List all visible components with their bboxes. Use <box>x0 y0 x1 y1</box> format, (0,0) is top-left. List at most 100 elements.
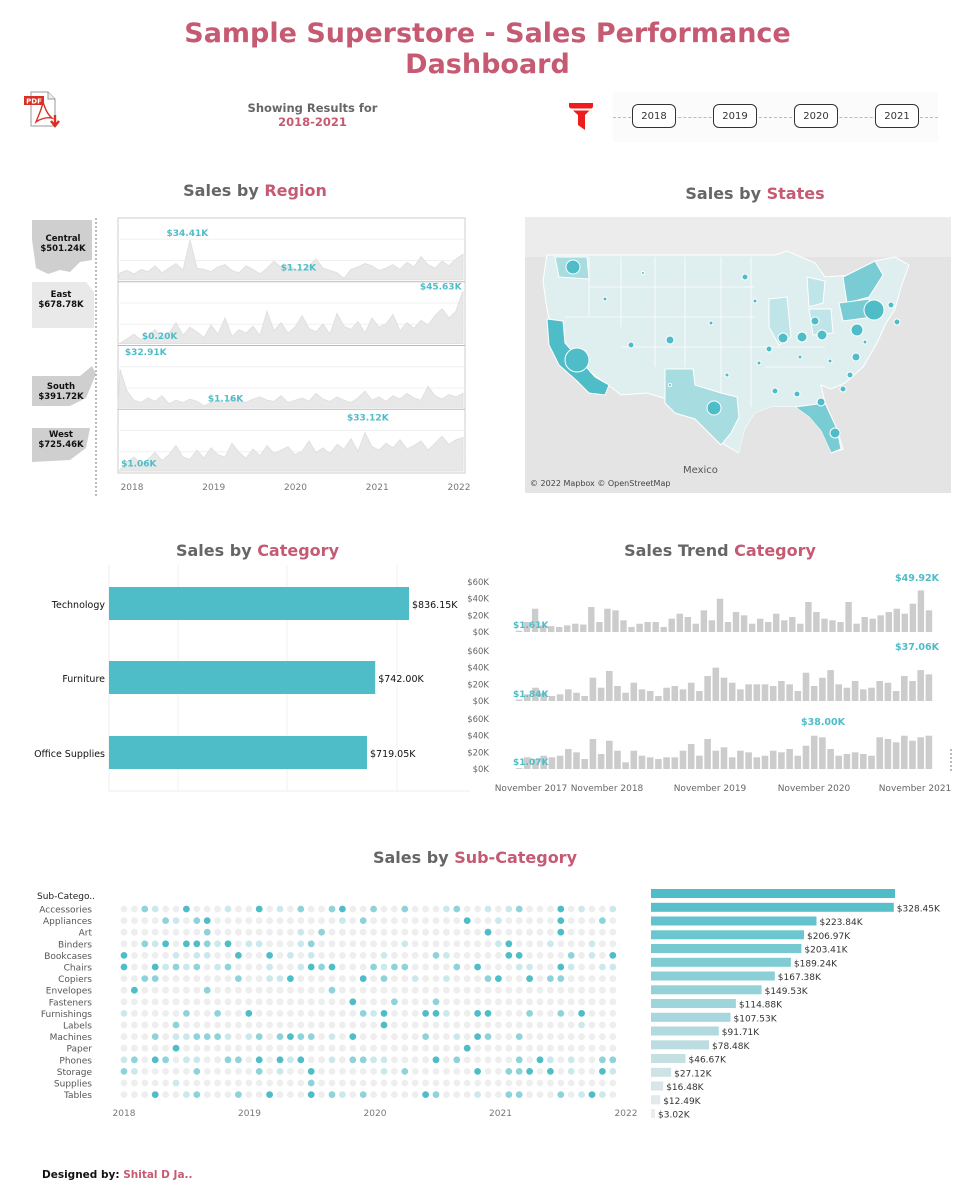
subcategory-dot <box>318 986 325 994</box>
subcategory-dot <box>214 1056 222 1064</box>
trend-bar-furniture <box>737 689 744 701</box>
subcategory-dot <box>526 1068 533 1075</box>
subcategory-dot <box>224 952 232 959</box>
trend-bar-office-supplies <box>622 762 629 769</box>
trend-bar-technology <box>652 622 659 632</box>
subcategory-dot <box>245 1079 253 1087</box>
subcategory-dot <box>609 1056 617 1064</box>
subcategory-dot <box>359 1056 367 1064</box>
subcategory-dot <box>567 975 575 982</box>
trend-x-tick: November 2018 <box>571 784 644 794</box>
subcategory-dot <box>588 1033 596 1040</box>
year-button-2019[interactable]: 2019 <box>713 104 757 128</box>
subcategory-dot <box>432 1056 440 1064</box>
trend-bar-office-supplies <box>769 750 777 769</box>
subcategory-dot <box>141 928 149 936</box>
subcategory-dot <box>526 1091 533 1098</box>
subcategory-dot <box>411 1056 419 1064</box>
subcategory-dot <box>235 1033 242 1040</box>
subcategory-dot <box>266 1056 273 1064</box>
subcategory-dot <box>203 1068 211 1075</box>
subcategory-dot <box>131 986 138 994</box>
subcategory-dot <box>599 928 606 936</box>
trend-bar-furniture <box>556 694 564 701</box>
subcategory-dot <box>380 1079 388 1087</box>
category-label: Office Supplies <box>34 749 105 760</box>
subcategory-dot <box>214 928 222 936</box>
subcategory-dot <box>609 1079 617 1087</box>
subcategory-dot <box>339 1079 346 1087</box>
subcategory-dot <box>203 1033 211 1040</box>
states-map[interactable]: Mexico © 2022 Mapbox © OpenStreetMap <box>525 217 951 493</box>
year-button-2018[interactable]: 2018 <box>632 104 676 128</box>
region-annotation: $34.41K <box>167 229 210 239</box>
trend-bar-technology <box>612 610 619 632</box>
subcategory-dot <box>318 1021 325 1029</box>
subcategory-dot <box>224 1068 232 1075</box>
category-chart: Technology $836.15K Furniture $742.00K Offic… <box>0 565 470 795</box>
region-area-west <box>116 431 464 472</box>
subcategory-dot <box>391 1021 398 1029</box>
subcategory-dot <box>359 940 367 948</box>
subcategory-dot <box>453 917 461 924</box>
subcategory-dot <box>224 1033 232 1040</box>
subcategory-dot <box>474 963 481 971</box>
trend-bar-furniture <box>663 687 670 701</box>
year-button-2020[interactable]: 2020 <box>794 104 838 128</box>
subcategory-dot <box>235 940 242 948</box>
subcategory-dot <box>401 905 409 913</box>
subcategory-dot <box>183 1091 190 1098</box>
subcategory-row-label: Fasteners <box>49 998 93 1008</box>
subcategory-dot <box>245 1021 253 1029</box>
trend-bar-office-supplies <box>655 759 662 769</box>
subcategory-dot <box>380 1056 388 1064</box>
subcategory-dot <box>131 998 138 1006</box>
subcategory-dot <box>141 998 149 1006</box>
subcategory-dot <box>328 917 336 924</box>
trend-bar-technology <box>829 620 836 632</box>
year-button-2021[interactable]: 2021 <box>875 104 919 128</box>
subcategory-dot <box>203 963 211 971</box>
subcategory-dot <box>307 1021 315 1029</box>
subcategory-dot <box>484 986 492 994</box>
subcategory-dot <box>505 1021 513 1029</box>
filter-funnel-icon[interactable] <box>567 100 597 132</box>
subcategory-dot <box>599 917 606 924</box>
subcategory-dot <box>214 905 222 913</box>
subcategory-dot <box>287 1056 294 1064</box>
trend-bar-technology <box>732 612 740 632</box>
subcategory-dot <box>547 1056 554 1064</box>
subcategory-dot <box>203 917 211 924</box>
subcategory-x-tick: 2022 <box>615 1109 638 1119</box>
subcategory-dot <box>359 952 367 959</box>
trend-bar-office-supplies <box>810 735 818 769</box>
subcategory-dot <box>609 1044 617 1052</box>
pdf-download-icon[interactable]: PDF <box>22 90 64 132</box>
trend-bar-furniture <box>671 686 679 701</box>
subcategory-dot <box>203 1010 211 1017</box>
subcategory-dot <box>172 1091 180 1098</box>
subcategory-dot <box>578 1056 585 1064</box>
subcategory-dot <box>120 940 128 948</box>
subcategory-dot <box>536 917 544 924</box>
trend-bar-office-supplies <box>868 755 875 769</box>
subcategory-dot <box>203 1091 211 1098</box>
subcategory-dot <box>526 1079 533 1087</box>
subcategory-dot <box>141 1079 149 1087</box>
subcategory-dot <box>235 1056 242 1064</box>
subcategory-dot <box>453 1044 461 1052</box>
trend-bar-technology <box>789 617 796 632</box>
subcategory-dot <box>557 986 565 994</box>
subcategory-dot <box>120 963 128 971</box>
subcategory-dot <box>578 917 585 924</box>
subcategory-dot <box>567 1033 575 1040</box>
subcategory-dot <box>255 940 263 948</box>
trend-bar-office-supplies <box>728 757 736 769</box>
subcategory-dot <box>162 1044 170 1052</box>
subcategory-dot <box>287 1021 294 1029</box>
subcategory-dot <box>370 1033 377 1040</box>
subcategory-dot <box>287 963 294 971</box>
subcategory-dot <box>245 975 253 982</box>
subcategory-dot <box>287 975 294 982</box>
subcategory-dot <box>391 1091 398 1098</box>
